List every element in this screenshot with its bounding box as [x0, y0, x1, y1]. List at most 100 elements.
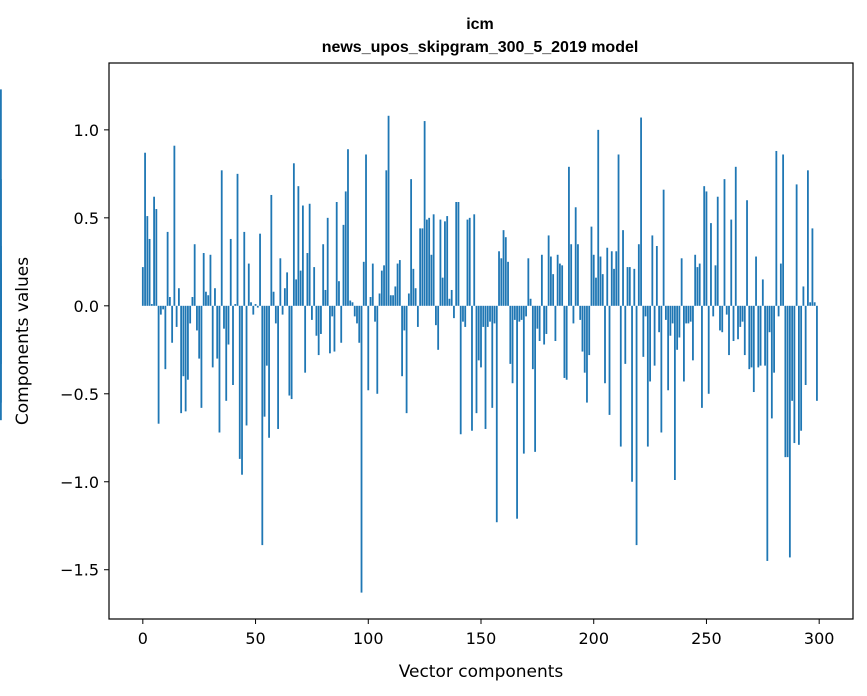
- bar: [464, 305, 467, 327]
- bar: [816, 305, 818, 401]
- bar: [369, 297, 372, 306]
- bar: [741, 305, 744, 322]
- bar: [155, 209, 158, 306]
- bar: [475, 305, 478, 414]
- bar: [430, 254, 433, 306]
- bar: [583, 305, 586, 373]
- bar: [615, 251, 618, 306]
- bar: [662, 189, 665, 306]
- bar: [299, 270, 302, 306]
- bar: [721, 305, 724, 333]
- bar: [182, 305, 185, 377]
- bar: [166, 231, 169, 306]
- bar: [775, 150, 778, 306]
- bar: [367, 305, 370, 391]
- bar: [220, 170, 223, 306]
- bar: [649, 305, 651, 382]
- bar: [504, 237, 507, 306]
- bar: [786, 305, 789, 458]
- bar: [516, 305, 518, 519]
- y-tick-label: 0.0: [74, 297, 99, 316]
- bar: [471, 305, 473, 431]
- bar: [642, 305, 645, 357]
- bar: [536, 305, 539, 329]
- bar: [498, 251, 500, 306]
- bar: [547, 235, 550, 306]
- bar: [813, 302, 816, 306]
- bar: [696, 267, 699, 306]
- bar: [225, 305, 228, 401]
- bar: [692, 305, 694, 361]
- bar: [200, 305, 203, 408]
- x-tick-label: 200: [578, 629, 609, 648]
- bar: [283, 288, 286, 306]
- y-tick-label: 0.5: [74, 209, 99, 228]
- bar: [703, 186, 706, 306]
- bar: [229, 238, 232, 306]
- bar: [739, 305, 742, 327]
- bar: [292, 163, 295, 306]
- bar: [193, 244, 196, 306]
- bar: [265, 305, 268, 366]
- bar: [0, 89, 2, 306]
- bar: [234, 304, 237, 306]
- bar: [793, 305, 796, 444]
- bar: [757, 305, 760, 368]
- bar: [752, 305, 755, 393]
- bar: [344, 191, 347, 306]
- bar: [286, 272, 289, 306]
- bar: [360, 305, 363, 593]
- bar: [788, 305, 791, 558]
- bar: [545, 305, 548, 334]
- bar: [804, 305, 807, 385]
- bar: [214, 288, 216, 306]
- bar: [205, 291, 207, 306]
- bar: [507, 261, 509, 306]
- bar: [263, 305, 266, 417]
- bar: [295, 279, 298, 306]
- bar: [247, 263, 250, 306]
- bars-group: [0, 89, 818, 593]
- bar: [484, 305, 487, 429]
- bar: [766, 305, 769, 561]
- bar: [667, 305, 670, 391]
- bar: [329, 305, 331, 354]
- bar: [568, 166, 570, 306]
- bar: [561, 265, 564, 306]
- y-axis-ticks: −1.5 −1.0 −0.5 0.0 0.5 1.0: [60, 121, 109, 580]
- bar: [651, 235, 654, 306]
- bar: [597, 129, 600, 306]
- bar: [180, 305, 183, 414]
- bar: [531, 305, 534, 370]
- bar: [342, 224, 345, 306]
- bar: [574, 207, 577, 306]
- bar: [254, 304, 257, 306]
- bar: [333, 305, 336, 352]
- bar: [187, 305, 189, 380]
- bar: [146, 216, 149, 306]
- bar: [628, 267, 631, 306]
- bar: [437, 305, 440, 350]
- bar: [389, 295, 392, 306]
- bar: [450, 289, 453, 306]
- bar: [556, 254, 559, 306]
- bar: [317, 305, 320, 356]
- bar: [595, 277, 597, 306]
- bar: [723, 179, 726, 306]
- bar: [770, 305, 773, 419]
- bar: [150, 304, 153, 306]
- bar: [685, 305, 688, 324]
- y-tick-label: −0.5: [60, 385, 99, 404]
- bar: [511, 305, 514, 384]
- bar: [538, 305, 541, 341]
- bar: [759, 305, 762, 366]
- bar: [737, 305, 739, 340]
- bar: [552, 274, 555, 306]
- bar: [405, 305, 408, 414]
- bar: [410, 179, 413, 306]
- bar: [416, 305, 419, 327]
- bar: [495, 305, 498, 523]
- bar: [719, 305, 721, 331]
- bar: [619, 305, 622, 447]
